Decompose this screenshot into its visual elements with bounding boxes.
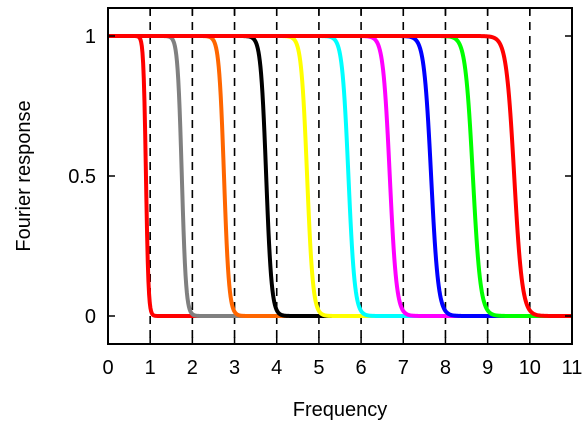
x-tick-label-1: 1 xyxy=(145,357,156,379)
x-axis-label: Frequency xyxy=(293,399,388,421)
x-axis-ticks: 0 1 2 3 4 5 6 7 8 9 10 11 xyxy=(102,8,582,379)
y-tick-label-1: 0.5 xyxy=(68,166,96,188)
x-tick-label-5: 5 xyxy=(313,357,324,379)
series-curves xyxy=(106,34,574,318)
x-tick-label-9: 9 xyxy=(482,357,493,379)
x-tick-label-11: 11 xyxy=(562,357,583,379)
vertical-dashed-lines xyxy=(149,8,531,344)
x-tick-label-10: 10 xyxy=(519,357,541,379)
y-axis-ticks: 00.51 xyxy=(68,26,572,328)
x-tick-label-4: 4 xyxy=(271,357,282,379)
y-tick-label-0: 0 xyxy=(85,306,96,328)
series-line-10 xyxy=(106,34,574,318)
x-tick-label-7: 7 xyxy=(398,357,409,379)
x-tick-label-8: 8 xyxy=(440,357,451,379)
y-tick-label-2: 1 xyxy=(85,26,96,48)
x-tick-label-6: 6 xyxy=(356,357,367,379)
x-tick-label-3: 3 xyxy=(229,357,240,379)
x-tick-label-2: 2 xyxy=(187,357,198,379)
x-tick-label-0: 0 xyxy=(102,357,113,379)
y-axis-label: Fourier response xyxy=(13,100,35,251)
